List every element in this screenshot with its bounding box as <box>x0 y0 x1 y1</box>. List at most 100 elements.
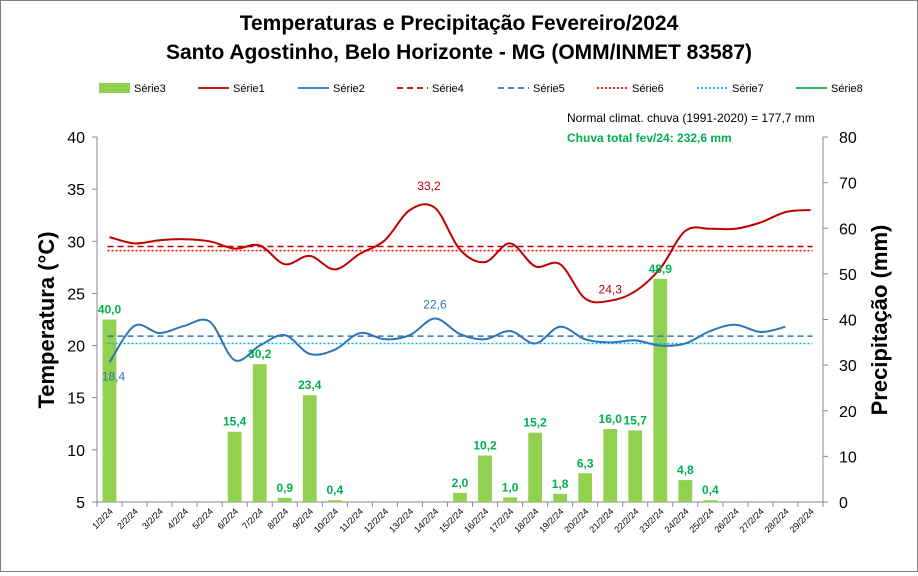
precip-value-label: 1,8 <box>552 477 569 491</box>
legend-label: Série7 <box>732 83 764 95</box>
x-tick-label: 21/2/24 <box>587 506 615 534</box>
precip-value-label: 23,4 <box>298 378 322 392</box>
precip-bar <box>703 500 718 502</box>
x-tick-label: 11/2/24 <box>337 506 365 534</box>
y-right-tick-label: 40 <box>839 313 857 330</box>
x-tick-label: 17/2/24 <box>487 506 515 534</box>
precip-value-label: 1,0 <box>502 480 519 494</box>
x-tick-label: 15/2/24 <box>437 506 465 534</box>
reference-lines <box>107 245 813 345</box>
x-tick-label: 22/2/24 <box>612 506 640 534</box>
x-tick-label: 8/2/24 <box>265 506 290 531</box>
precip-bar <box>252 364 267 502</box>
precip-value-label: 6,3 <box>577 456 594 470</box>
x-tick-label: 29/2/24 <box>788 506 816 534</box>
data-labels: 40,0 15,4 30,2 0,9 23,4 0,4 2,0 10,2 1,0 15,2 1,8 6… <box>98 179 719 497</box>
y-left-tick-label: 40 <box>67 130 85 147</box>
precip-bar <box>227 431 242 502</box>
x-tick-label: 24/2/24 <box>662 506 690 534</box>
legend-label: Série8 <box>831 83 863 95</box>
tmax-line <box>109 203 811 304</box>
precip-value-label: 0,9 <box>276 481 293 495</box>
x-tick-label: 1/2/24 <box>90 506 115 531</box>
precip-value-label: 15,7 <box>624 413 648 427</box>
precip-value-label: 15,4 <box>223 415 247 429</box>
x-tick-label: 14/2/24 <box>412 506 440 534</box>
precip-bar <box>453 492 467 502</box>
x-tick-label: 27/2/24 <box>738 506 766 534</box>
y-right-tick-label: 70 <box>839 176 857 193</box>
tmin-value-label: 22,6 <box>423 297 447 311</box>
precip-bar <box>528 432 542 502</box>
x-tick-label: 4/2/24 <box>165 506 190 531</box>
precip-bar <box>302 395 317 502</box>
legend-label: Série2 <box>333 83 365 95</box>
annotation-normal: Normal climat. chuva (1991-2020) = 177,7… <box>567 111 815 125</box>
legend-swatch-bar <box>99 83 130 93</box>
precip-bar <box>277 497 292 502</box>
precip-value-label: 15,2 <box>523 416 547 430</box>
x-tick-label: 20/2/24 <box>562 506 590 534</box>
precip-value-label: 2,0 <box>452 476 469 490</box>
precip-bar <box>478 455 492 502</box>
precip-bar <box>653 278 668 502</box>
y-left-label: Temperatura (°C) <box>34 231 59 408</box>
precip-value-label: 0,4 <box>326 483 343 497</box>
y-left-tick-label: 5 <box>76 495 85 512</box>
precip-bar <box>503 497 517 502</box>
x-tick-label: 25/2/24 <box>687 506 715 534</box>
precip-bars <box>102 278 718 502</box>
tmin-value-label: 18,4 <box>102 369 126 383</box>
chart-subtitle: Santo Agostinho, Belo Horizonte - MG (OM… <box>166 41 752 64</box>
legend-label: Série4 <box>432 83 464 95</box>
precip-bar <box>578 473 593 502</box>
x-tick-label: 3/2/24 <box>140 506 165 531</box>
precip-bar <box>628 430 643 502</box>
legend: Série3 Série1 Série2 Série4 Série5 Série6 Séri… <box>99 83 863 95</box>
precip-bar <box>678 480 693 502</box>
precip-value-label: 16,0 <box>599 412 623 426</box>
y-right-tick-label: 80 <box>839 130 857 147</box>
y-left-tick-label: 30 <box>67 234 85 251</box>
x-tick-label: 2/2/24 <box>115 506 140 531</box>
precip-value-label: 30,2 <box>248 347 272 361</box>
x-tick-label: 12/2/24 <box>362 506 390 534</box>
x-tick-label: 5/2/24 <box>190 506 215 531</box>
precip-bar <box>603 429 618 502</box>
chart-title: Temperaturas e Precipitação Fevereiro/20… <box>240 12 679 35</box>
legend-label: Série1 <box>233 83 265 95</box>
precip-value-label: 0,4 <box>702 483 719 497</box>
precip-value-label: 48,9 <box>649 262 673 276</box>
y-left-tick-label: 10 <box>67 443 85 460</box>
axes: 5 10 15 20 25 30 35 40 0 10 20 30 40 50 60 70 80 1/2/24 2/… <box>67 130 857 535</box>
precip-value-label: 40,0 <box>98 303 122 317</box>
y-right-tick-label: 0 <box>839 495 848 512</box>
precip-value-label: 10,2 <box>473 438 497 452</box>
y-right-tick-label: 10 <box>839 449 857 466</box>
y-left-tick-label: 20 <box>67 339 85 356</box>
y-right-label: Precipitação (mm) <box>867 225 892 416</box>
legend-label: Série6 <box>632 83 664 95</box>
annotation-total: Chuva total fev/24: 232,6 mm <box>567 131 732 145</box>
x-tick-label: 18/2/24 <box>512 506 540 534</box>
legend-label: Série3 <box>134 83 166 95</box>
y-right-tick-label: 50 <box>839 267 857 284</box>
y-left-tick-label: 25 <box>67 286 85 303</box>
precip-bar <box>102 319 117 502</box>
x-tick-label: 26/2/24 <box>712 506 740 534</box>
y-right-tick-label: 20 <box>839 404 857 421</box>
x-tick-label: 10/2/24 <box>312 506 340 534</box>
x-tick-label: 6/2/24 <box>215 506 240 531</box>
y-right-tick-label: 60 <box>839 221 857 238</box>
y-left-tick-label: 15 <box>67 391 85 408</box>
tmax-value-label: 24,3 <box>599 283 623 297</box>
legend-label: Série5 <box>533 83 565 95</box>
x-tick-label: 16/2/24 <box>462 506 490 534</box>
temperature-lines <box>108 203 811 363</box>
tmin-line <box>108 317 786 363</box>
y-left-tick-label: 35 <box>67 182 85 199</box>
x-tick-label: 23/2/24 <box>637 506 665 534</box>
x-tick-label: 28/2/24 <box>763 506 791 534</box>
